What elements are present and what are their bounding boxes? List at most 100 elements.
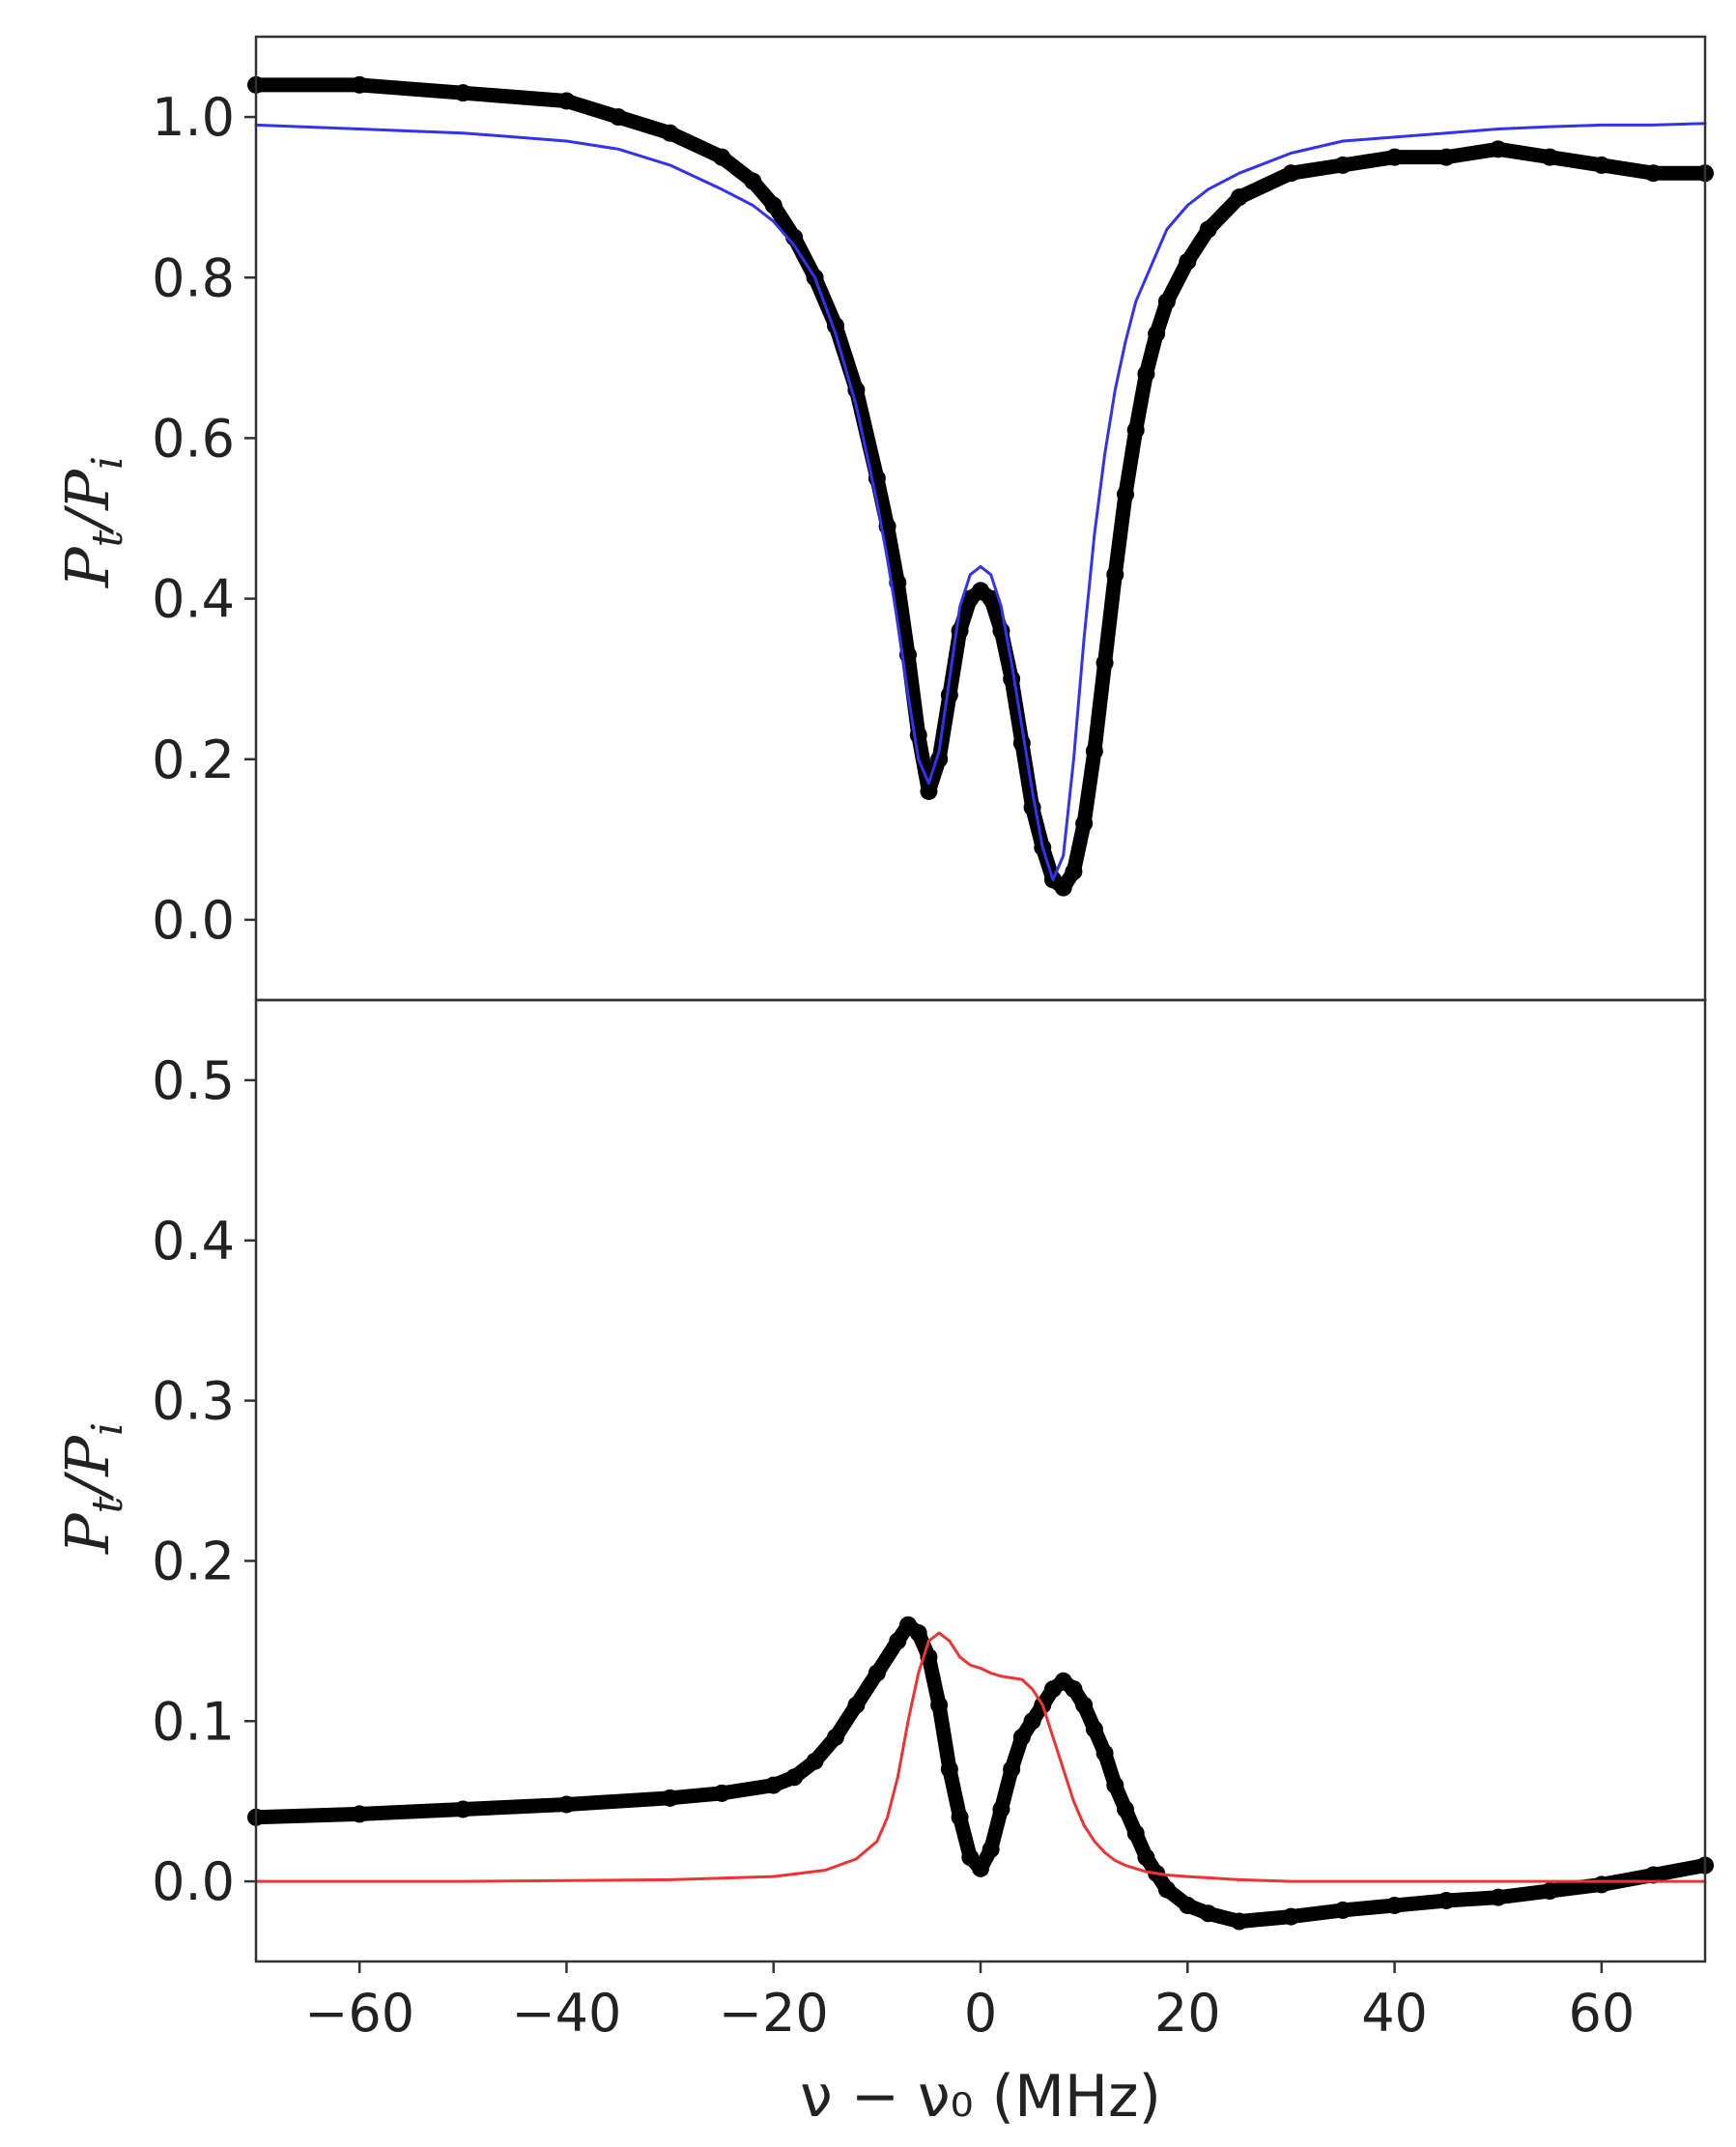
bottom-x-axis: −60 −40 −20 0 20 40 60 (304, 1961, 1635, 2044)
top-data-point (610, 108, 627, 127)
bottom-data-point (940, 1761, 958, 1778)
top-data-point (744, 172, 762, 190)
xtick-label: −40 (511, 1983, 621, 2044)
bottom-data-point (930, 1696, 949, 1714)
bottom-data-point (1199, 1904, 1217, 1923)
top-data-point (1592, 156, 1610, 174)
bottom-data-point (454, 1800, 472, 1818)
top-ytick-label: 0.4 (152, 569, 235, 630)
top-data-point (920, 782, 938, 800)
top-panel: 0.00.20.40.60.81.0 Pt/Pi (52, 35, 1714, 1002)
top-ylabel-sub1: t (83, 530, 132, 547)
bottom-data-point (868, 1664, 886, 1682)
bottom-data-point (785, 1768, 804, 1787)
bottom-ytick-label: 0.1 (152, 1691, 235, 1752)
bottom-data-point (1541, 1882, 1559, 1901)
top-data-point (661, 124, 679, 142)
bottom-data-point (1437, 1891, 1456, 1909)
top-ytick-label: 0.6 (152, 408, 235, 469)
bottom-data-point (992, 1800, 1010, 1818)
bottom-data-point (1126, 1824, 1145, 1843)
top-data-point (713, 148, 731, 166)
top-ylabel-sub2: i (83, 456, 132, 470)
bottom-data-point (806, 1752, 824, 1770)
bottom-data-point (827, 1728, 844, 1746)
xtick-label: −60 (304, 1983, 414, 2044)
top-data-point (1003, 670, 1021, 688)
bottom-data-point (909, 1624, 927, 1643)
bottom-data-point (1075, 1696, 1094, 1714)
bottom-data-point (1012, 1728, 1031, 1746)
top-data-point (1117, 485, 1134, 503)
top-data-point (1075, 815, 1094, 833)
bottom-ylabel-slash: / (52, 1472, 123, 1502)
top-data-point (1065, 863, 1083, 881)
bottom-fit-line (254, 1631, 1707, 1883)
bottom-ylabel-p2: P (52, 1435, 123, 1477)
bottom-ytick-label: 0.4 (152, 1211, 235, 1272)
bottom-ylabel-sub1: t (83, 1496, 132, 1513)
top-ytick-label: 0.8 (152, 247, 235, 308)
bottom-data-point (1592, 1875, 1610, 1894)
bottom-data-point (661, 1789, 679, 1807)
top-series-group (247, 75, 1714, 897)
top-ylabel-slash: / (52, 505, 123, 535)
bottom-data-point (1334, 1901, 1352, 1919)
bottom-data-point (1106, 1776, 1124, 1794)
bottom-data-point (1282, 1907, 1300, 1926)
bottom-data-point (1065, 1680, 1083, 1699)
bottom-data-point (889, 1632, 907, 1650)
bottom-panel: 0.00.10.20.30.40.5 −60 −40 −20 0 20 40 60 Pt/P… (52, 998, 1714, 2131)
bottom-data-point (1179, 1896, 1197, 1914)
bottom-y-axis: 0.0 0.1 0.2 0.3 0.4 0.5 (152, 1050, 256, 1912)
xtick-label: 60 (1568, 1983, 1635, 2044)
bottom-data-point (951, 1808, 969, 1826)
bottom-data-point (961, 1848, 980, 1867)
bottom-data-point (1137, 1848, 1155, 1867)
top-data-point (1054, 878, 1072, 897)
bottom-data-point (351, 1805, 369, 1823)
top-data-point (1096, 654, 1114, 673)
top-data-point (1385, 148, 1404, 166)
top-data-point (1179, 252, 1197, 271)
bottom-ylabel-p1: P (52, 1512, 123, 1555)
top-data-point (1199, 220, 1217, 239)
top-data-point (1023, 798, 1041, 816)
bottom-data-point (764, 1776, 783, 1794)
xtick-label: −20 (719, 1983, 829, 2044)
top-data-point (1157, 293, 1176, 311)
top-data-point (1541, 148, 1559, 166)
bottom-data-point (713, 1784, 731, 1802)
top-data-point (1148, 325, 1166, 343)
top-data-point (1282, 164, 1300, 183)
bottom-data-point (1117, 1800, 1134, 1818)
top-ytick-label: 0.2 (152, 730, 235, 790)
top-data-point (1230, 188, 1248, 207)
top-data-point (982, 589, 1000, 608)
bottom-data-point (1023, 1712, 1041, 1731)
top-ylabel-p1: P (52, 546, 123, 588)
bottom-y-axis-label: Pt/Pi (52, 1422, 132, 1555)
top-data-point (1012, 734, 1031, 753)
top-data-point (951, 621, 969, 640)
bottom-ytick-label: 0.3 (152, 1371, 235, 1432)
bottom-data-point (1157, 1880, 1176, 1899)
top-ytick-label: 0.0 (152, 890, 235, 951)
bottom-series-group (247, 1616, 1714, 1931)
xtick-label: 20 (1154, 1983, 1221, 2044)
top-data-point (1644, 164, 1663, 183)
bottom-data-point (847, 1696, 866, 1714)
xtick-label: 0 (964, 1983, 997, 2044)
top-ylabel-p2: P (52, 469, 123, 511)
bottom-data-point (982, 1840, 1000, 1858)
bottom-plot-frame (254, 998, 1707, 1963)
top-data-point (557, 92, 576, 110)
bottom-data-point (1385, 1896, 1404, 1914)
bottom-data-point (972, 1859, 989, 1877)
x-axis-label: ν − ν₀ (MHz) (800, 2063, 1161, 2131)
top-data-point (454, 84, 472, 102)
bottom-data-point (557, 1795, 576, 1814)
bottom-data-point (1489, 1888, 1507, 1906)
top-data-point (1437, 148, 1456, 166)
